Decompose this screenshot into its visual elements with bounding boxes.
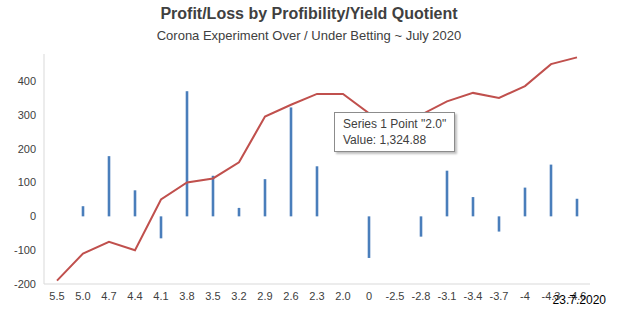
svg-text:-3.1: -3.1 [438, 290, 457, 302]
svg-text:2.0: 2.0 [335, 290, 350, 302]
svg-text:3.2: 3.2 [231, 290, 246, 302]
svg-text:-200: -200 [14, 278, 36, 290]
svg-text:2.9: 2.9 [257, 290, 272, 302]
svg-text:-2.5: -2.5 [386, 290, 405, 302]
svg-text:300: 300 [18, 109, 36, 121]
svg-text:4.7: 4.7 [101, 290, 116, 302]
svg-text:5.5: 5.5 [49, 290, 64, 302]
svg-text:5.0: 5.0 [75, 290, 90, 302]
svg-text:3.8: 3.8 [179, 290, 194, 302]
svg-text:200: 200 [18, 143, 36, 155]
svg-text:2.6: 2.6 [283, 290, 298, 302]
svg-text:100: 100 [18, 176, 36, 188]
svg-text:0: 0 [30, 210, 36, 222]
svg-text:4.1: 4.1 [153, 290, 168, 302]
svg-text:-2.8: -2.8 [412, 290, 431, 302]
svg-text:-100: -100 [14, 244, 36, 256]
svg-text:-3.7: -3.7 [490, 290, 509, 302]
svg-text:-4: -4 [520, 290, 530, 302]
svg-text:3.5: 3.5 [205, 290, 220, 302]
svg-text:4.4: 4.4 [127, 290, 142, 302]
svg-text:-3.4: -3.4 [464, 290, 483, 302]
svg-text:400: 400 [18, 75, 36, 87]
svg-text:2.3: 2.3 [309, 290, 324, 302]
svg-text:0: 0 [366, 290, 372, 302]
